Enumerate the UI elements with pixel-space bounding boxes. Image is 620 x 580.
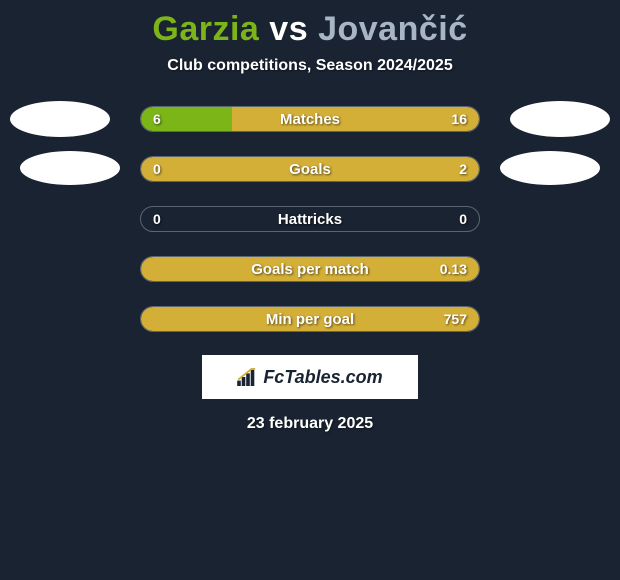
stat-row: Goals per match0.13 [0, 255, 620, 283]
stat-value-right: 16 [451, 111, 467, 127]
logo-text: FcTables.com [263, 367, 382, 388]
stat-row: Min per goal757 [0, 305, 620, 333]
stat-row: Matches6 16 [0, 105, 620, 133]
stat-bar: Goals0 2 [140, 156, 480, 182]
stat-value-left: 6 [153, 111, 161, 127]
stat-label: Matches [141, 111, 479, 128]
stat-label: Min per goal [141, 311, 479, 328]
player1-name: Garzia [152, 10, 259, 48]
stat-value-right: 2 [459, 161, 467, 177]
stat-bar: Matches6 16 [140, 106, 480, 132]
stat-label: Goals [141, 161, 479, 178]
stat-label: Hattricks [141, 211, 479, 228]
stat-row: Goals0 2 [0, 155, 620, 183]
stat-value-left: 0 [153, 161, 161, 177]
vs-text: vs [269, 10, 308, 48]
stat-value-right: 0 [459, 211, 467, 227]
subtitle: Club competitions, Season 2024/2025 [0, 57, 620, 75]
comparison-title: Garzia vs Jovančić [0, 0, 620, 49]
stat-bar: Min per goal757 [140, 306, 480, 332]
player2-name: Jovančić [318, 10, 468, 48]
stats-area: Matches616Goals02Hattricks00Goals per ma… [0, 105, 620, 333]
stat-value-right: 0.13 [440, 261, 467, 277]
stat-row: Hattricks0 0 [0, 205, 620, 233]
chart-bars-icon [237, 368, 259, 386]
date-label: 23 february 2025 [0, 415, 620, 433]
stat-label: Goals per match [141, 261, 479, 278]
stat-bar: Hattricks0 0 [140, 206, 480, 232]
logo-box[interactable]: FcTables.com [202, 355, 418, 399]
stat-value-right: 757 [444, 311, 467, 327]
stat-value-left: 0 [153, 211, 161, 227]
stat-bar: Goals per match0.13 [140, 256, 480, 282]
logo: FcTables.com [237, 367, 382, 388]
